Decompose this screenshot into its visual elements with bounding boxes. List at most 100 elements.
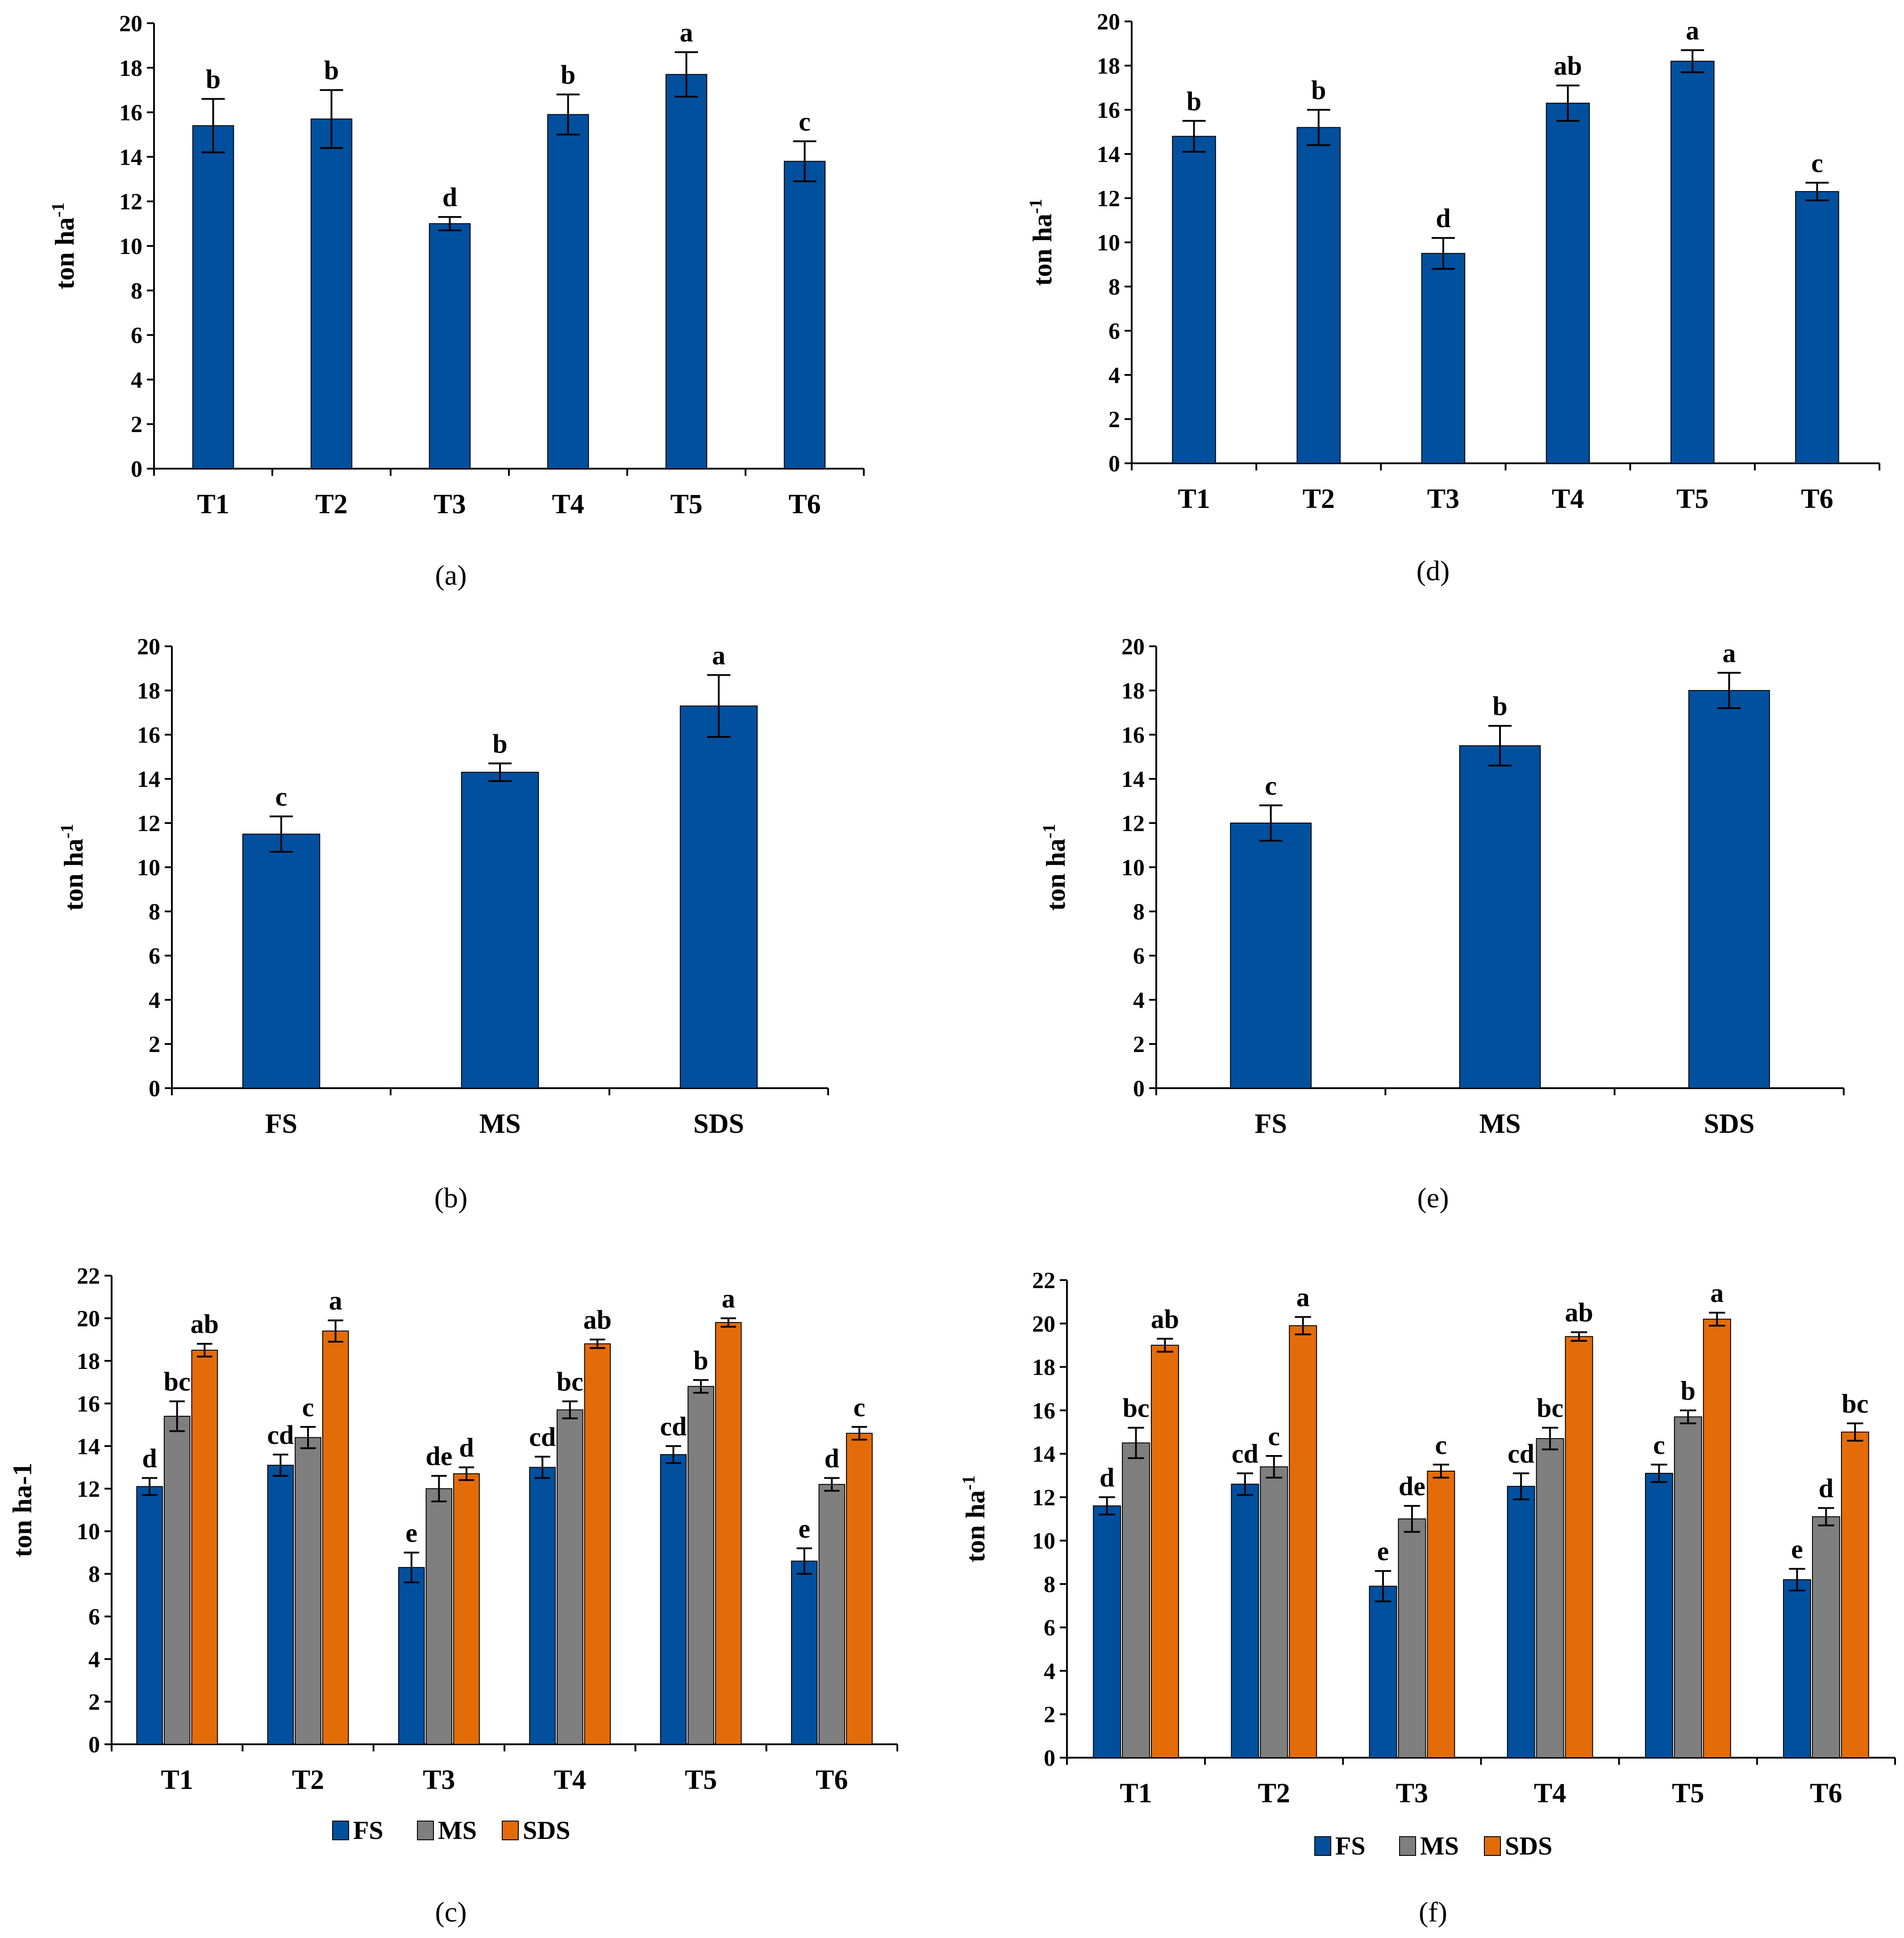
y-tick-label: 8 xyxy=(1044,1572,1055,1597)
significance-letter: a xyxy=(712,640,725,670)
y-tick-label: 0 xyxy=(88,1732,100,1758)
y-tick-label: 18 xyxy=(137,678,160,704)
x-tick-label: T2 xyxy=(1303,484,1335,514)
significance-letter: d xyxy=(459,1433,474,1463)
significance-letter: d xyxy=(442,183,457,212)
bar-f-sds-t6 xyxy=(1841,1431,1869,1759)
bar-c-sds-t4 xyxy=(584,1343,611,1745)
significance-letter: e xyxy=(1377,1537,1389,1566)
significance-letter: cd xyxy=(1232,1439,1258,1468)
y-tick-label: 2 xyxy=(149,1032,160,1057)
bar-c-ms-t3 xyxy=(425,1488,453,1745)
y-tick-label: 4 xyxy=(1133,988,1145,1013)
bar-f-ms-t4 xyxy=(1536,1438,1564,1758)
y-tick-label: 16 xyxy=(1097,98,1120,123)
significance-letter: a xyxy=(680,18,693,47)
bar-d-value-t5 xyxy=(1671,61,1715,464)
bar-f-fs-t4 xyxy=(1507,1486,1535,1758)
bar-c-fs-t3 xyxy=(398,1567,425,1745)
significance-letter: cd xyxy=(529,1422,556,1452)
panel-a: 0 2 4 6 8 10 12 14 16 18 20 T1 T2 T3 T4 T5 T6 b b d b a c ton h… xyxy=(48,11,865,591)
y-tick-label: 16 xyxy=(137,723,160,748)
significance-letter: c xyxy=(799,107,811,136)
y-tick-label: 22 xyxy=(1032,1268,1055,1293)
x-tick-label: T6 xyxy=(788,489,821,520)
bar-e-value-ms xyxy=(1459,745,1541,1089)
significance-letter: b xyxy=(693,1346,708,1375)
bar-d-value-t6 xyxy=(1795,191,1839,464)
y-tick-label: 6 xyxy=(1044,1615,1055,1641)
significance-letter: ab xyxy=(1554,51,1582,81)
x-tick-label: T4 xyxy=(554,1765,586,1795)
y-tick-label: 10 xyxy=(1032,1529,1055,1554)
x-tick-label: T3 xyxy=(1427,484,1459,514)
bar-a-value-t6 xyxy=(783,161,826,469)
significance-letter: a xyxy=(1722,638,1736,668)
legend-swatch-ms xyxy=(1399,1836,1416,1856)
significance-letter: d xyxy=(1819,1474,1833,1503)
significance-letter: cd xyxy=(1508,1439,1534,1468)
x-tick-label: T5 xyxy=(670,489,702,520)
x-tick-label: T4 xyxy=(1534,1778,1566,1809)
y-tick-label: 22 xyxy=(77,1264,100,1289)
y-tick-label: 2 xyxy=(88,1690,100,1715)
legend-label-fs: FS xyxy=(1335,1831,1366,1860)
panel-label-c: (c) xyxy=(435,1896,467,1928)
x-tick-label: T5 xyxy=(685,1765,717,1795)
y-tick-label: 2 xyxy=(1108,407,1120,433)
x-tick-label: FS xyxy=(265,1109,297,1139)
y-tick-label: 4 xyxy=(1044,1659,1055,1684)
y-tick-label: 2 xyxy=(1044,1702,1055,1728)
y-axis-label: ton ha-1 xyxy=(958,1475,990,1562)
x-tick-label: T6 xyxy=(1810,1778,1842,1809)
y-axis-label-superscript: -1 xyxy=(1039,823,1059,838)
significance-letter: b xyxy=(1681,1376,1696,1406)
significance-letter: d xyxy=(1100,1463,1114,1492)
bar-c-ms-t1 xyxy=(163,1416,191,1745)
y-tick-label: 12 xyxy=(77,1476,100,1502)
significance-letter: ab xyxy=(191,1310,219,1339)
y-tick-label: 0 xyxy=(149,1076,160,1102)
x-tick-label: T3 xyxy=(1396,1778,1428,1809)
bar-a-value-t3 xyxy=(429,223,471,470)
y-axis-label-superscript: -1 xyxy=(48,202,68,217)
x-tick-label: T6 xyxy=(816,1765,848,1795)
y-tick-label: 14 xyxy=(1032,1442,1055,1467)
x-tick-label: FS xyxy=(1254,1109,1287,1139)
y-tick-label: 20 xyxy=(1097,9,1120,35)
y-tick-label: 16 xyxy=(1032,1398,1055,1424)
significance-letter: a xyxy=(1686,16,1699,45)
significance-letter: a xyxy=(329,1286,342,1315)
y-tick-label: 12 xyxy=(1097,186,1120,212)
y-tick-label: 12 xyxy=(137,811,160,836)
bar-f-ms-t1 xyxy=(1122,1442,1150,1758)
legend-swatch-fs xyxy=(332,1821,349,1840)
significance-letter: c xyxy=(1268,1422,1280,1451)
x-tick-label: T2 xyxy=(292,1765,324,1795)
bar-c-ms-t6 xyxy=(818,1484,846,1745)
bar-e-value-sds xyxy=(1688,690,1770,1089)
bar-f-sds-t1 xyxy=(1151,1344,1179,1759)
significance-letter: b xyxy=(561,60,575,90)
bar-f-fs-t2 xyxy=(1231,1484,1259,1759)
x-tick-label: T3 xyxy=(433,489,466,520)
y-tick-label: 20 xyxy=(119,11,142,37)
significance-letter: e xyxy=(798,1514,810,1543)
y-axis-label: ton ha-1 xyxy=(1039,823,1071,911)
significance-letter: bc xyxy=(557,1367,583,1397)
panel-label-e: (e) xyxy=(1417,1182,1449,1214)
significance-letter: cd xyxy=(660,1412,687,1441)
x-tick-label: T1 xyxy=(1178,484,1210,514)
y-axis-label-superscript: -1 xyxy=(958,1475,979,1490)
y-tick-label: 6 xyxy=(131,323,142,349)
y-tick-label: 10 xyxy=(137,855,160,881)
bar-d-value-t3 xyxy=(1421,253,1466,464)
panel-label-a: (a) xyxy=(435,559,467,591)
y-tick-label: 4 xyxy=(149,988,160,1013)
y-tick-label: 18 xyxy=(1121,678,1145,704)
significance-letter: e xyxy=(405,1518,417,1547)
y-tick-label: 16 xyxy=(1121,723,1145,748)
